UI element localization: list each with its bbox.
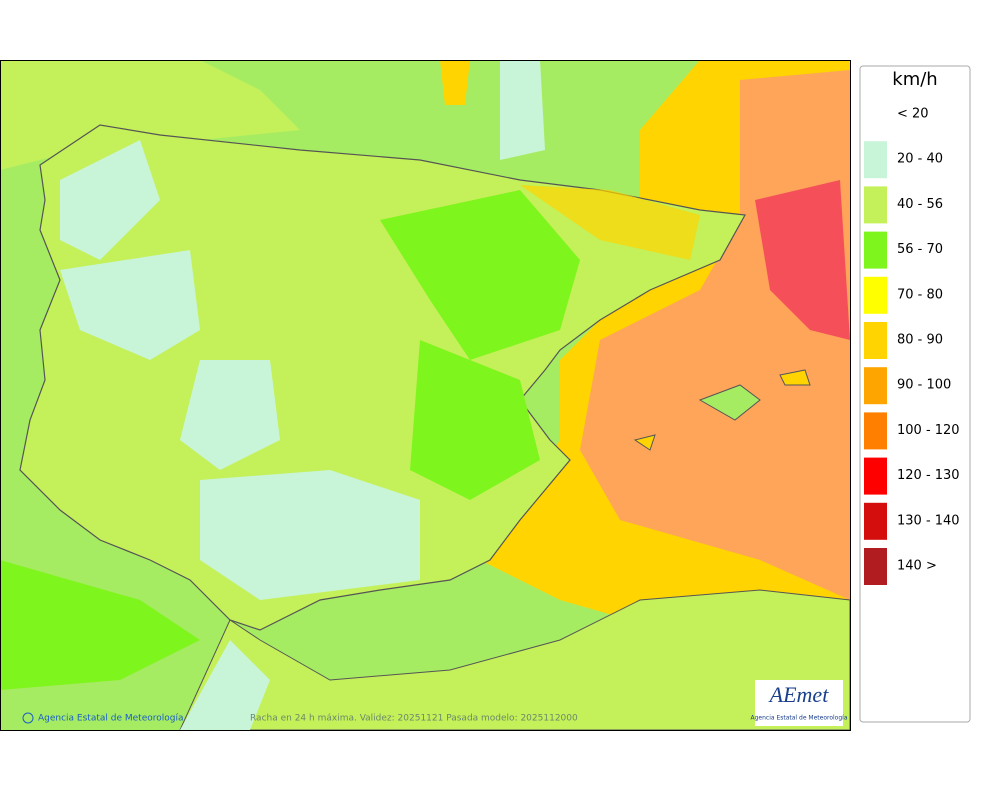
legend-swatch (864, 231, 887, 269)
legend-label: 40 - 56 (897, 197, 943, 212)
legend-label: 90 - 100 (897, 378, 951, 393)
region-high (410, 340, 540, 500)
legend-title: km/h (892, 69, 937, 90)
legend-swatch (864, 412, 887, 450)
island (633, 434, 656, 451)
region-low (200, 470, 420, 600)
legend-swatch (864, 367, 887, 405)
legend-label: < 20 (897, 107, 929, 122)
sea-band (500, 60, 545, 160)
legend-swatch (864, 502, 887, 540)
logo-name: AEmet (768, 682, 830, 707)
legend-swatch (864, 96, 887, 133)
map-frame (0, 60, 851, 731)
legend-swatch (864, 276, 887, 314)
caption: Racha en 24 h máxima. Validez: 20251121 … (250, 714, 578, 724)
sea-band (0, 560, 200, 690)
legend-swatch (864, 548, 887, 585)
sea-band (755, 180, 850, 340)
sea-band (440, 60, 470, 105)
region-high (380, 190, 580, 360)
legend-label: 56 - 70 (897, 242, 943, 257)
credit-icon (22, 712, 34, 724)
region-low (180, 640, 270, 730)
legend-swatch (864, 322, 887, 359)
legend-swatch (864, 141, 887, 179)
legend: km/h < 20 20 - 40 40 - 56 56 - 70 70 - 80 80 … (859, 65, 971, 723)
region-high (520, 185, 700, 260)
credit: Agencia Estatal de Meteorología (38, 714, 184, 724)
island (698, 384, 761, 421)
map: Agencia Estatal de Meteorología Racha en… (0, 60, 851, 731)
legend-label: 140 > (897, 559, 937, 574)
region-low (60, 250, 200, 360)
legend-label: 130 - 140 (897, 513, 960, 528)
logo-subtitle: Agencia Estatal de Meteorología (751, 715, 848, 722)
legend-label: 120 - 130 (897, 468, 960, 483)
region-low (180, 360, 280, 470)
legend-swatch (864, 457, 887, 495)
legend-box (859, 65, 971, 723)
legend-swatch (864, 186, 887, 224)
legend-label: 80 - 90 (897, 333, 943, 348)
region-low (60, 140, 160, 260)
logo-box (755, 680, 843, 726)
legend-label: 20 - 40 (897, 152, 943, 167)
legend-label: 70 - 80 (897, 287, 943, 302)
island (779, 369, 811, 386)
legend-label: 100 - 120 (897, 423, 960, 438)
